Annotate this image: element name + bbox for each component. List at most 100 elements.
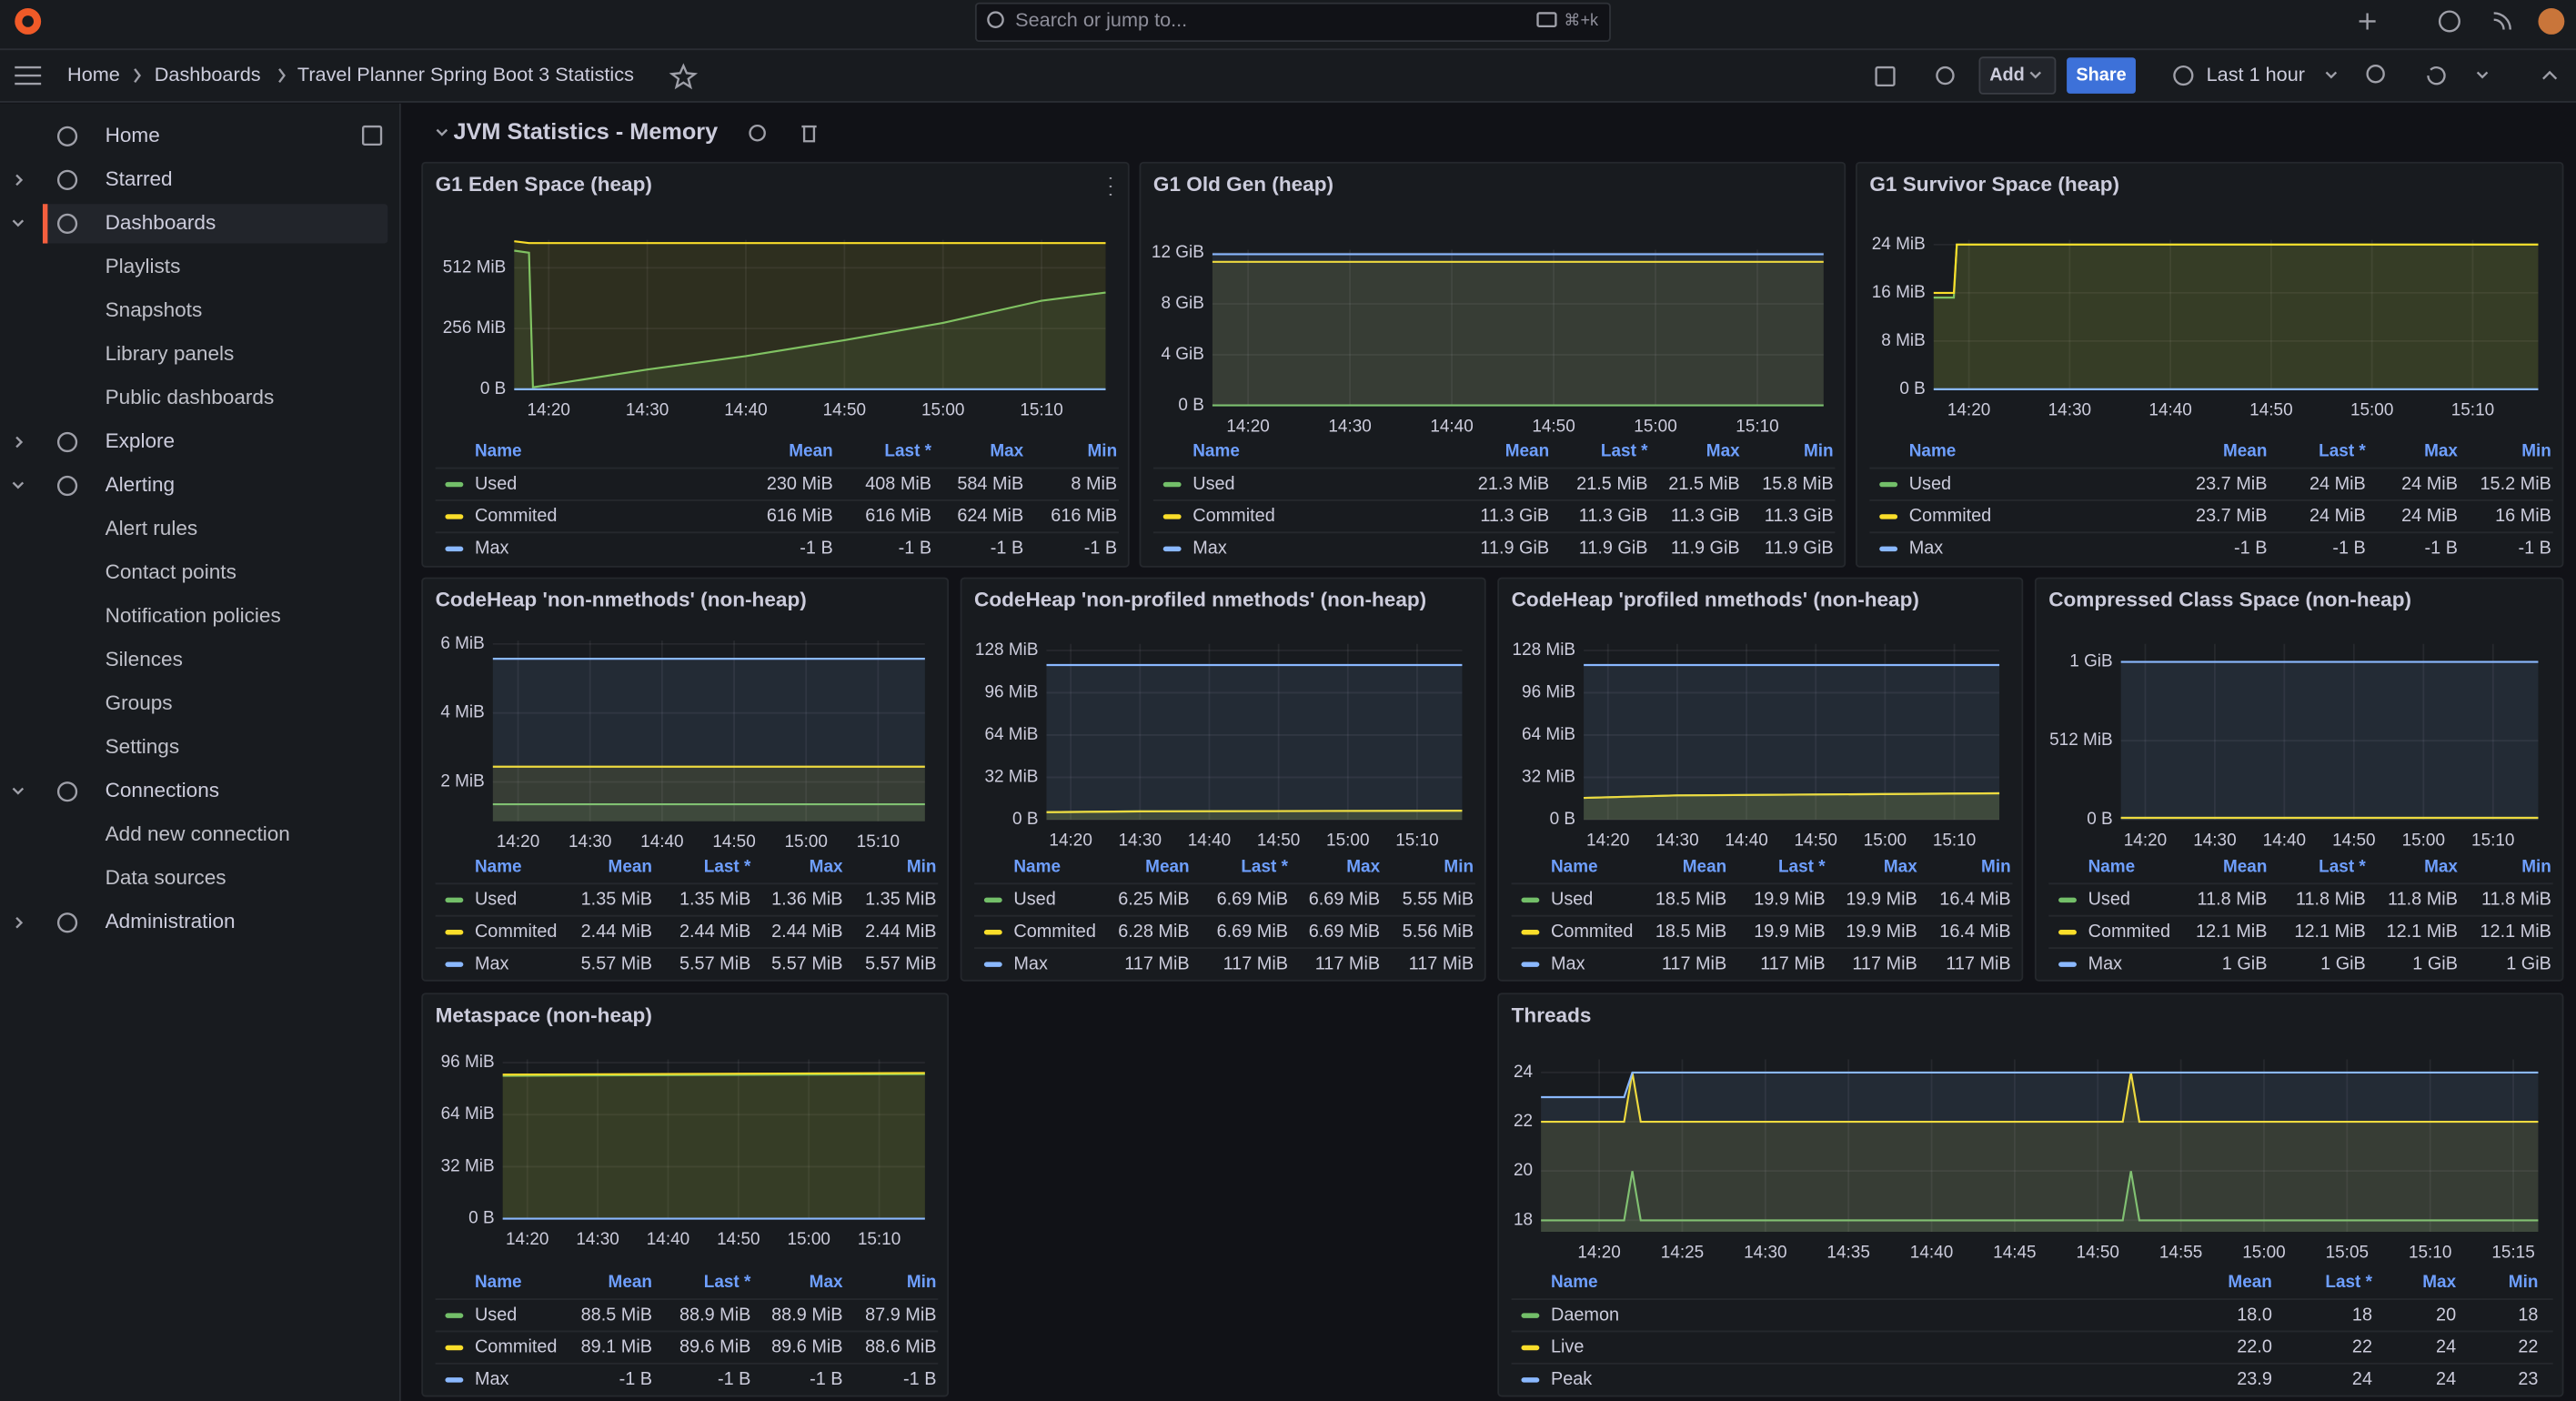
panel-title[interactable]: CodeHeap 'profiled nmethods' (non-heap) — [1512, 589, 1919, 611]
legend-name[interactable]: Commited — [2088, 922, 2171, 942]
refresh-icon[interactable] — [2427, 66, 2446, 86]
legend-header[interactable]: Mean — [1145, 857, 1189, 876]
legend-name[interactable]: Used — [2088, 890, 2130, 910]
legend-header[interactable]: Mean — [2228, 1273, 2271, 1292]
legend-header[interactable]: Max — [1884, 857, 1917, 876]
zoom-out-icon[interactable] — [2366, 65, 2385, 84]
legend-header[interactable]: Name — [1909, 442, 1957, 461]
legend-name[interactable]: Peak — [1551, 1369, 1592, 1389]
search-box[interactable] — [974, 2, 1611, 43]
legend-header[interactable]: Last * — [1778, 857, 1826, 876]
nav-chevron[interactable] — [12, 481, 25, 489]
panel-title[interactable]: Metaspace (non-heap) — [436, 1004, 652, 1027]
legend-name[interactable]: Commited — [1192, 506, 1275, 526]
legend-header[interactable]: Last * — [2319, 442, 2366, 461]
legend-name[interactable]: Used — [1909, 474, 1951, 494]
legend-name[interactable]: Max — [475, 953, 509, 973]
legend-header[interactable]: Min — [907, 857, 937, 876]
legend-name[interactable]: Commited — [1551, 922, 1634, 942]
nav-item[interactable]: Explore — [106, 429, 176, 452]
legend-header[interactable]: Last * — [884, 442, 931, 461]
legend-header[interactable]: Last * — [704, 857, 751, 876]
legend-header[interactable]: Max — [2424, 857, 2458, 876]
legend-header[interactable]: Max — [2422, 1273, 2456, 1292]
legend-name[interactable]: Daemon — [1551, 1305, 1619, 1325]
legend-header[interactable]: Min — [1804, 442, 1834, 461]
avatar[interactable] — [2538, 8, 2565, 35]
add-button[interactable] — [1978, 56, 2057, 95]
legend-header[interactable]: Max — [1706, 442, 1740, 461]
legend-header[interactable]: Min — [1088, 442, 1118, 461]
legend-header[interactable]: Name — [475, 1273, 522, 1292]
legend-header[interactable]: Max — [2424, 442, 2458, 461]
nav-item[interactable]: Playlists — [106, 255, 181, 277]
panel-title[interactable]: G1 Survivor Space (heap) — [1869, 173, 2119, 196]
nav-item[interactable]: Silences — [106, 648, 183, 670]
nav-item[interactable]: Administration — [106, 910, 236, 932]
legend-header[interactable]: Name — [475, 857, 522, 876]
legend-header[interactable]: Min — [2521, 857, 2551, 876]
legend-header[interactable]: Max — [990, 442, 1023, 461]
legend-name[interactable]: Max — [1013, 953, 1048, 973]
legend-header[interactable]: Last * — [2319, 857, 2366, 876]
panel-title[interactable]: Compressed Class Space (non-heap) — [2048, 589, 2411, 611]
save-icon[interactable] — [1875, 66, 1896, 87]
breadcrumb[interactable]: Dashboards — [155, 63, 261, 86]
nav-item[interactable]: Settings — [106, 735, 180, 758]
legend-header[interactable]: Min — [2509, 1273, 2539, 1292]
nav-item[interactable]: Add new connection — [106, 822, 290, 845]
legend-header[interactable]: Min — [907, 1273, 937, 1292]
legend-name[interactable]: Live — [1551, 1337, 1584, 1357]
legend-header[interactable]: Name — [1551, 857, 1598, 876]
legend-name[interactable]: Max — [1192, 539, 1227, 559]
nav-item[interactable]: Starred — [106, 167, 173, 190]
legend-header[interactable]: Min — [1981, 857, 2011, 876]
legend-name[interactable]: Used — [475, 474, 517, 494]
settings-icon[interactable] — [1936, 66, 1955, 86]
nav-item[interactable]: Library panels — [106, 342, 235, 365]
help-icon[interactable] — [2438, 10, 2460, 33]
legend-header[interactable]: Max — [810, 857, 843, 876]
legend-name[interactable]: Used — [475, 1305, 517, 1325]
nav-chevron[interactable] — [12, 219, 25, 227]
legend-name[interactable]: Used — [475, 890, 517, 910]
nav-item[interactable]: Home — [106, 124, 160, 146]
legend-name[interactable]: Commited — [475, 1337, 558, 1357]
legend-header[interactable]: Mean — [1505, 442, 1549, 461]
legend-header[interactable]: Last * — [1601, 442, 1648, 461]
legend-header[interactable]: Name — [1013, 857, 1061, 876]
legend-header[interactable]: Mean — [2223, 442, 2267, 461]
nav-item[interactable]: Alerting — [106, 473, 176, 496]
legend-name[interactable]: Used — [1192, 474, 1234, 494]
legend-header[interactable]: Max — [810, 1273, 843, 1292]
legend-header[interactable]: Name — [1192, 442, 1240, 461]
legend-name[interactable]: Commited — [1013, 922, 1096, 942]
panel-title[interactable]: Threads — [1512, 1004, 1592, 1027]
legend-name[interactable]: Max — [1551, 953, 1585, 973]
chevron[interactable] — [2476, 71, 2489, 79]
nav-item[interactable]: Groups — [106, 691, 173, 714]
nav-item[interactable]: Alert rules — [106, 517, 198, 539]
time-range[interactable]: Last 1 hour — [2207, 63, 2305, 86]
nav-item[interactable]: Connections — [106, 779, 219, 801]
row-title[interactable]: JVM Statistics - Memory — [453, 119, 718, 145]
row-chevron[interactable] — [436, 128, 448, 136]
panel-title[interactable]: G1 Eden Space (heap) — [436, 173, 652, 196]
nav-item[interactable]: Notification policies — [106, 604, 281, 627]
row-delete-icon[interactable] — [801, 125, 817, 143]
legend-name[interactable]: Used — [1013, 890, 1055, 910]
share-button[interactable] — [2067, 57, 2136, 94]
legend-header[interactable]: Mean — [1683, 857, 1726, 876]
news-icon[interactable] — [2493, 12, 2511, 30]
collapse-icon[interactable] — [2542, 70, 2558, 80]
row-settings-icon[interactable] — [749, 124, 766, 142]
legend-header[interactable]: Max — [1346, 857, 1380, 876]
legend-name[interactable]: Max — [1909, 539, 1944, 559]
nav-chevron[interactable] — [15, 917, 24, 929]
legend-name[interactable]: Used — [1551, 890, 1593, 910]
nav-item[interactable]: Snapshots — [106, 298, 203, 321]
nav-item[interactable]: Dashboards — [106, 211, 216, 234]
legend-header[interactable]: Min — [2521, 442, 2551, 461]
legend-name[interactable]: Max — [2088, 953, 2123, 973]
star-icon[interactable] — [669, 63, 699, 90]
